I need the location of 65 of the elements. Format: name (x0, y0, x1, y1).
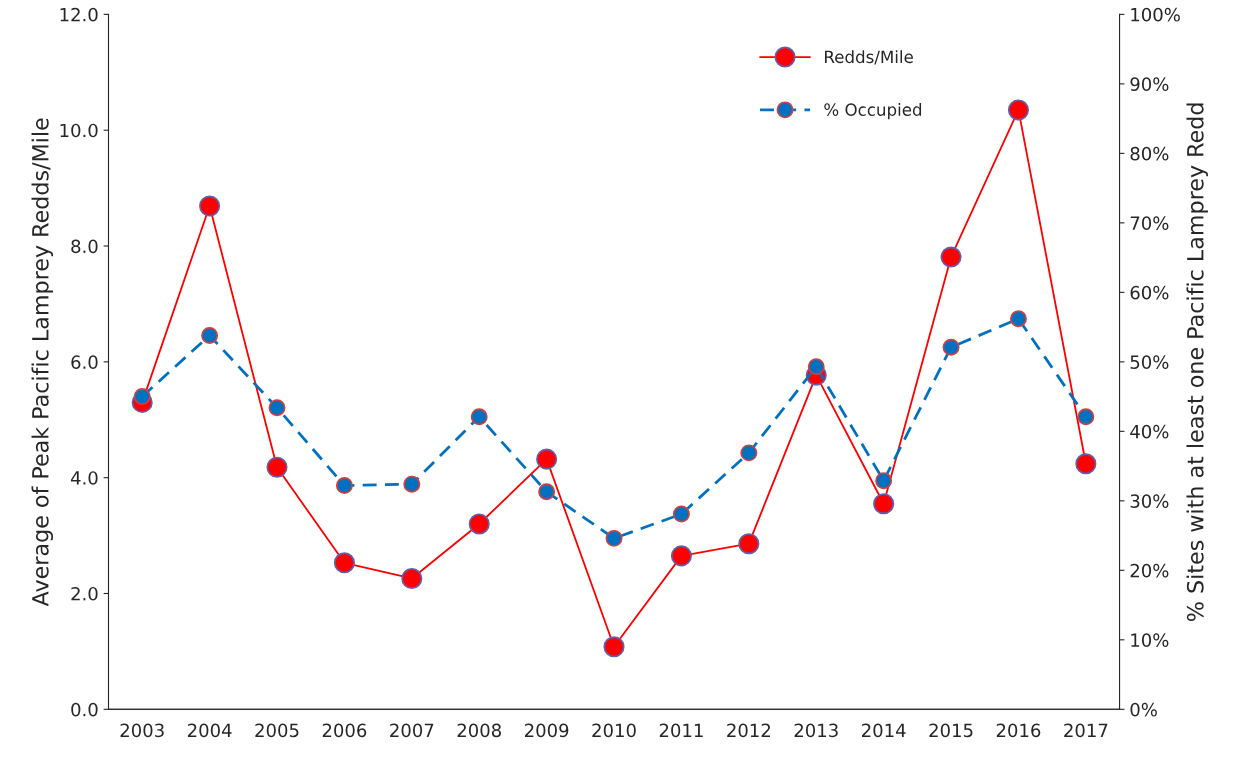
point (333, 552, 355, 574)
point (1075, 453, 1097, 475)
x-tick-label: 2010 (592, 723, 636, 738)
y-tick-label: 12.0 (60, 7, 98, 22)
x-tick-label: 2016 (996, 723, 1041, 738)
point (1077, 408, 1095, 426)
y-tick-label: 10.0 (60, 123, 98, 138)
point (403, 475, 421, 493)
x-tick-label: 2017 (1064, 723, 1108, 738)
point (335, 477, 353, 495)
y2-tick-label: 20% (1130, 563, 1169, 578)
point (672, 505, 690, 523)
x-tick-label: 2003 (120, 723, 164, 738)
y2-tick-label: 10% (1131, 633, 1169, 647)
x-tick-label: 2007 (390, 723, 434, 738)
y2-axis-title: % Sites with at least one Pacific Lamprey Redd (1186, 103, 1208, 621)
point (536, 448, 558, 470)
y-tick-label: 4.0 (70, 471, 98, 485)
y-tick-label: 2.0 (71, 586, 98, 601)
point (873, 493, 895, 515)
point (605, 529, 623, 547)
point (199, 195, 221, 217)
point (133, 388, 151, 406)
y2-tick-label: 50% (1130, 355, 1169, 369)
point (266, 456, 288, 478)
point (875, 472, 893, 490)
x-tick-label: 2004 (187, 723, 232, 738)
y-tick-label: 6.0 (71, 355, 98, 369)
point (740, 444, 758, 462)
x-tick-label: 2011 (659, 723, 703, 738)
point (268, 399, 286, 417)
y2-tick-label: 80% (1130, 146, 1169, 161)
y-tick-label: 0.0 (71, 702, 98, 717)
point (1009, 310, 1027, 328)
x-tick-label: 2014 (862, 723, 906, 738)
point (538, 483, 556, 501)
point (201, 326, 219, 344)
point (670, 545, 692, 567)
legend-label: % Occupied (824, 103, 922, 120)
point (942, 338, 960, 356)
y-tick-label: 8.0 (71, 239, 98, 254)
point (1007, 99, 1030, 121)
x-tick-label: 2015 (929, 723, 973, 738)
y2-tick-label: 40% (1130, 424, 1169, 439)
y2-tick-label: 90% (1130, 77, 1169, 91)
point (468, 513, 490, 535)
y2-tick-label: 70% (1130, 216, 1169, 230)
x-tick-label: 2005 (255, 723, 299, 738)
y2-tick-label: 60% (1130, 285, 1169, 300)
y2-tick-label: 0% (1130, 702, 1157, 717)
x-tick-label: 2012 (727, 723, 771, 738)
point (603, 636, 625, 658)
point (470, 408, 488, 426)
x-tick-label: 2013 (794, 723, 838, 738)
x-tick-label: 2009 (524, 723, 569, 738)
point (401, 567, 423, 589)
y-axis-title: Average of Peak Pacific Lamprey Redds/Mile (31, 118, 54, 607)
x-tick-label: 2008 (457, 723, 501, 738)
legend-label: Redds/Mile (825, 50, 913, 65)
point (940, 246, 962, 268)
y2-tick-label: 100% (1131, 7, 1180, 22)
point (807, 358, 825, 376)
y2-tick-label: 30% (1130, 494, 1169, 508)
point (738, 533, 760, 555)
x-tick-label: 2006 (322, 723, 367, 738)
